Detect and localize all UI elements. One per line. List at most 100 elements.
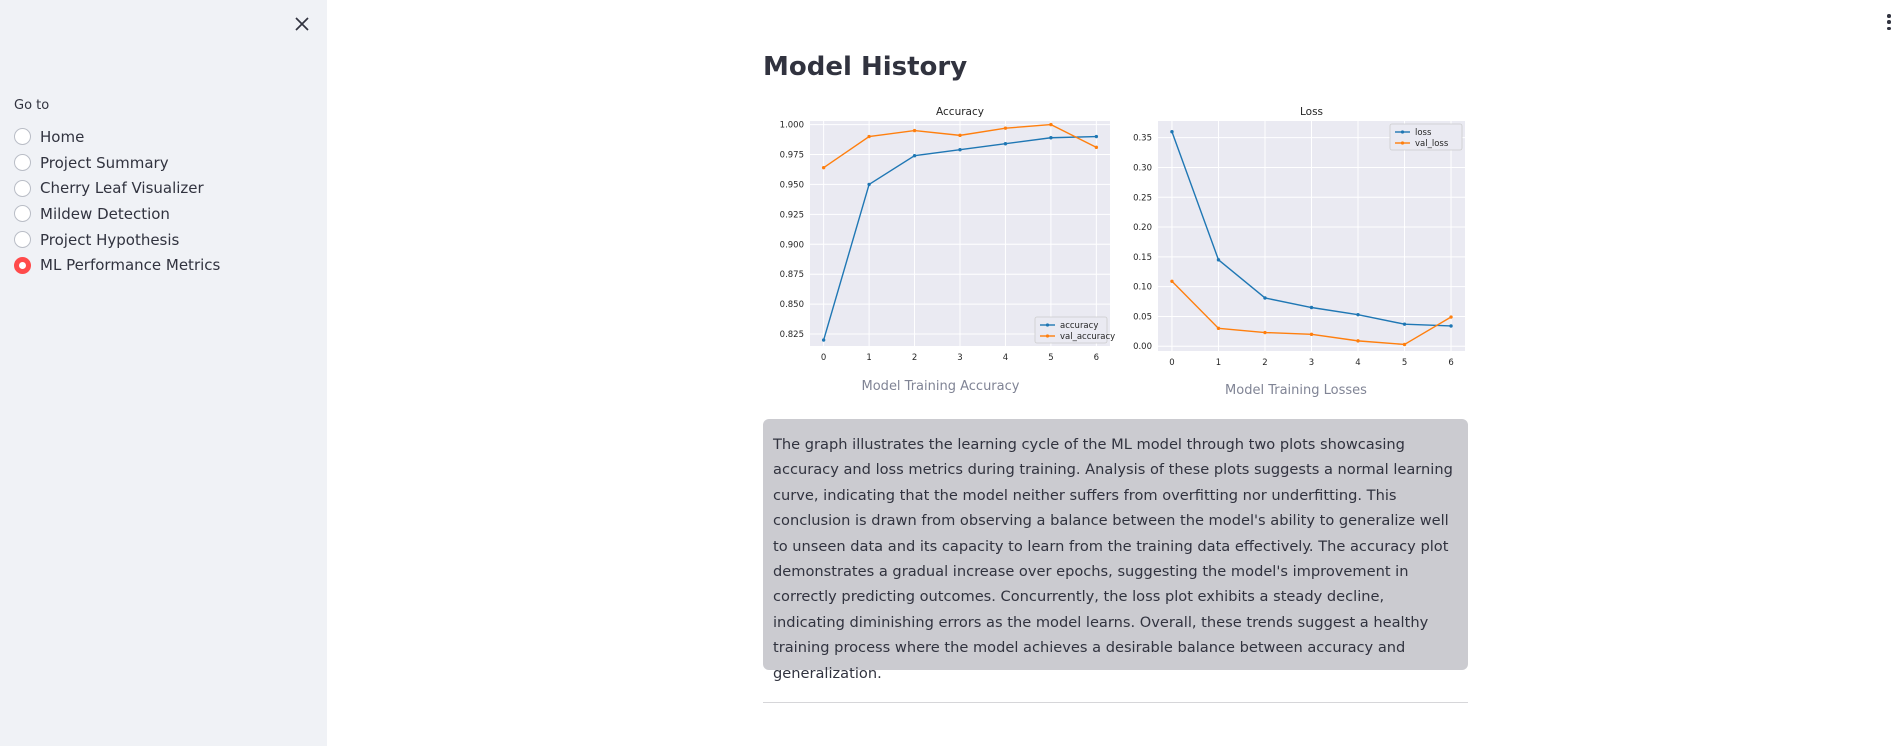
- main-menu-button[interactable]: [1884, 12, 1894, 32]
- x-tick-label: 0: [821, 353, 826, 363]
- data-point-loss: [1216, 258, 1221, 262]
- y-tick-label: 0.950: [780, 180, 804, 190]
- sidebar: Go to Home Project Summary Cherry Leaf Vis…: [0, 0, 327, 746]
- y-tick-label: 1.000: [780, 121, 804, 131]
- data-point-accuracy: [958, 148, 962, 152]
- nav-title: Go to: [14, 98, 50, 113]
- y-tick-label: 0.900: [780, 240, 804, 250]
- y-tick-label: 0.05: [1133, 312, 1152, 322]
- data-point-val_accuracy: [867, 134, 871, 139]
- loss-caption: Model Training Losses: [1225, 383, 1367, 398]
- x-tick-label: 5: [1402, 358, 1407, 368]
- nav-item-label: Mildew Detection: [40, 204, 170, 223]
- nav-item-label: Project Hypothesis: [40, 230, 180, 249]
- loss-figure: Loss 0.00 0.05 0.10 0.15 0.20 0.25 0.30 0.35 0 1 2 3…: [1121, 103, 1471, 375]
- nav-item[interactable]: Project Hypothesis: [14, 227, 220, 253]
- nav-item[interactable]: Home: [14, 124, 220, 150]
- y-tick-label: 0.00: [1133, 342, 1152, 352]
- y-tick-label: 0.975: [780, 151, 804, 161]
- y-tick-label: 0.875: [780, 270, 804, 280]
- radio-unselected-icon[interactable]: [14, 205, 31, 223]
- data-point-val_accuracy: [1049, 122, 1053, 127]
- x-tick-label: 2: [1262, 358, 1267, 368]
- data-point-accuracy: [1094, 134, 1099, 139]
- y-tick-label: 0.10: [1133, 283, 1152, 293]
- divider: [763, 702, 1468, 703]
- nav-item[interactable]: Cherry Leaf Visualizer: [14, 175, 220, 201]
- x-tick-label: 2: [912, 353, 917, 363]
- data-point-accuracy: [912, 154, 917, 158]
- data-point-accuracy: [821, 338, 826, 342]
- x-tick-label: 0: [1169, 358, 1174, 368]
- legend-marker: [1045, 334, 1050, 338]
- x-tick-label: 6: [1094, 353, 1099, 363]
- radio-unselected-icon[interactable]: [14, 179, 31, 197]
- accuracy-figure: Accuracy 0.825 0.850 0.875 0.900 0.925 0.950 0.…: [763, 103, 1118, 372]
- legend-marker: [1400, 130, 1405, 134]
- loss-chart: Loss 0.00 0.05 0.10 0.15 0.20 0.25 0.30 0.35 0 1 2 3…: [1133, 106, 1465, 368]
- data-point-val_loss: [1309, 332, 1314, 337]
- vertical-ellipsis-icon: [1887, 14, 1891, 18]
- nav-item-label: ML Performance Metrics: [40, 256, 221, 275]
- x-tick-label: 6: [1448, 358, 1453, 368]
- y-tick-label: 0.35: [1133, 134, 1152, 144]
- nav-item-label: Cherry Leaf Visualizer: [40, 179, 204, 198]
- data-point-val_loss: [1170, 279, 1174, 283]
- close-sidebar-button[interactable]: [290, 12, 314, 36]
- data-point-loss: [1170, 130, 1174, 134]
- legend-marker: [1045, 323, 1050, 327]
- x-tick-label: 3: [1309, 358, 1314, 368]
- accuracy-caption: Model Training Accuracy: [861, 379, 1020, 394]
- data-point-val_loss: [1402, 342, 1407, 347]
- y-tick-label: 0.850: [780, 300, 804, 310]
- radio-unselected-icon[interactable]: [14, 154, 31, 172]
- data-point-val_loss: [1356, 339, 1360, 343]
- x-tick-label: 4: [1355, 358, 1360, 368]
- data-point-val_accuracy: [821, 165, 826, 170]
- radio-selected-icon[interactable]: [14, 256, 31, 274]
- y-tick-label: 0.30: [1133, 163, 1152, 173]
- data-point-loss: [1402, 322, 1407, 326]
- legend-label: val_accuracy: [1060, 332, 1115, 342]
- x-tick-label: 1: [1216, 358, 1221, 368]
- chart-title: Accuracy: [936, 106, 984, 118]
- y-tick-label: 0.925: [780, 210, 804, 220]
- description-info-box: The graph illustrates the learning cycle…: [763, 419, 1468, 682]
- y-tick-label: 0.15: [1133, 253, 1152, 263]
- data-point-loss: [1263, 296, 1267, 300]
- nav-item-label: Home: [40, 127, 85, 146]
- close-icon: [295, 17, 309, 31]
- data-point-val_accuracy: [912, 128, 917, 133]
- data-point-val_loss: [1216, 326, 1221, 331]
- legend-label: accuracy: [1060, 321, 1098, 331]
- description-text: The graph illustrates the learning cycle…: [773, 436, 1453, 682]
- data-point-val_accuracy: [1094, 145, 1099, 150]
- nav-item[interactable]: Project Summary: [14, 150, 220, 176]
- x-tick-label: 3: [957, 353, 962, 363]
- y-tick-label: 0.25: [1133, 193, 1152, 203]
- nav-item[interactable]: Mildew Detection: [14, 201, 220, 227]
- legend-marker: [1400, 141, 1405, 145]
- y-tick-label: 0.20: [1133, 223, 1152, 233]
- y-tick-label: 0.825: [780, 330, 804, 340]
- radio-unselected-icon[interactable]: [14, 128, 31, 146]
- data-point-val_loss: [1449, 315, 1453, 319]
- legend-label: loss: [1415, 128, 1432, 138]
- data-point-loss: [1309, 305, 1314, 310]
- x-tick-label: 5: [1048, 353, 1053, 363]
- data-point-val_accuracy: [958, 133, 962, 138]
- legend-label: val_loss: [1415, 139, 1449, 149]
- page-title: Model History: [763, 52, 968, 82]
- chart-title: Loss: [1300, 106, 1323, 118]
- x-tick-label: 1: [866, 353, 871, 363]
- data-point-loss: [1356, 312, 1360, 317]
- data-point-val_loss: [1263, 330, 1267, 335]
- data-point-accuracy: [1003, 142, 1008, 146]
- radio-unselected-icon[interactable]: [14, 231, 31, 249]
- nav-radio-group: Home Project Summary Cherry Leaf Visualize…: [14, 124, 220, 278]
- data-point-val_accuracy: [1003, 126, 1008, 130]
- nav-item-label: Project Summary: [40, 153, 169, 172]
- nav-item[interactable]: ML Performance Metrics: [14, 252, 220, 278]
